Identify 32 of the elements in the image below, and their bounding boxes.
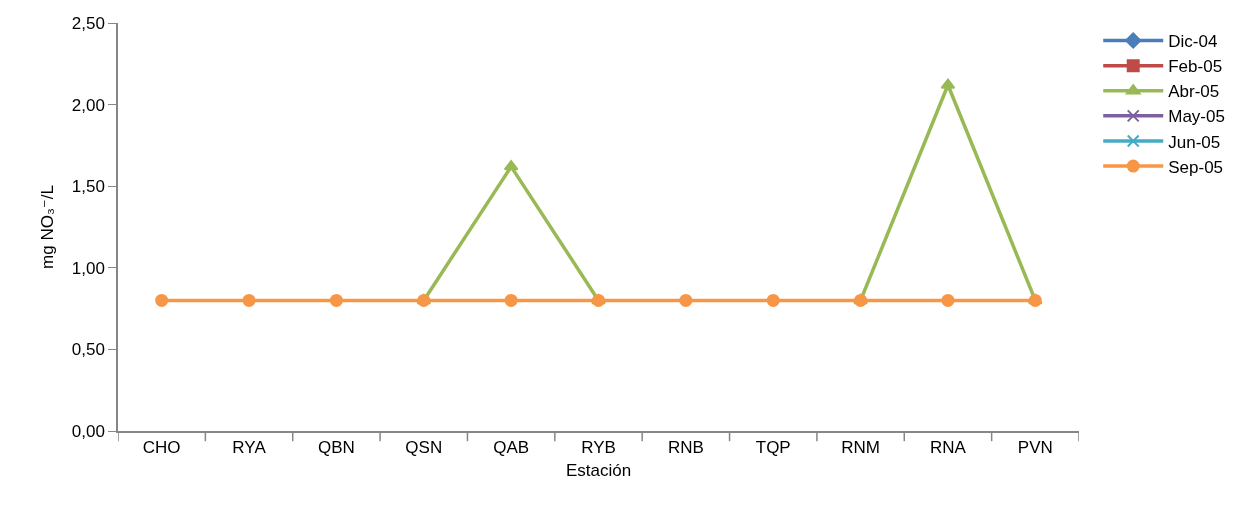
y-tick-label: 2,00 <box>71 95 105 115</box>
y-tick-label: 0,00 <box>71 421 105 441</box>
x-tick-label: RNM <box>841 438 880 458</box>
y-tick-label: 1,00 <box>71 258 105 278</box>
y-tick-label: 1,50 <box>71 177 105 197</box>
x-tick-label: QAB <box>493 438 530 458</box>
x-axis-title: Estación <box>565 461 632 481</box>
point <box>504 293 518 307</box>
x-tick-label: QSN <box>405 438 443 458</box>
point <box>329 293 343 307</box>
x-tick-label: RNA <box>930 438 967 458</box>
legend-label: Abr-05 <box>1168 82 1220 102</box>
legend-label: Sep-05 <box>1168 157 1224 177</box>
x-tick-label: TQP <box>755 438 791 458</box>
point <box>242 293 256 307</box>
point <box>155 293 169 307</box>
point <box>679 293 693 307</box>
x-tick-label: PVN <box>1017 438 1053 458</box>
legend-label: Jun-05 <box>1168 132 1221 152</box>
x-tick-label: RNB <box>667 438 704 458</box>
x-tick-label: RYA <box>232 438 267 458</box>
x-tick-label: CHO <box>142 438 181 458</box>
x-tick-label: RYB <box>581 438 616 458</box>
legend-label: May-05 <box>1168 107 1225 127</box>
y-axis-title: mg NO₃⁻/L <box>37 185 57 269</box>
legend-label: Dic-04 <box>1168 32 1218 52</box>
point <box>941 293 955 307</box>
point <box>766 293 780 307</box>
y-tick-label: 0,50 <box>71 340 105 360</box>
y-tick-label: 2,50 <box>71 13 105 33</box>
x-tick-label: QBN <box>317 438 355 458</box>
legend-label: Feb-05 <box>1168 57 1223 77</box>
